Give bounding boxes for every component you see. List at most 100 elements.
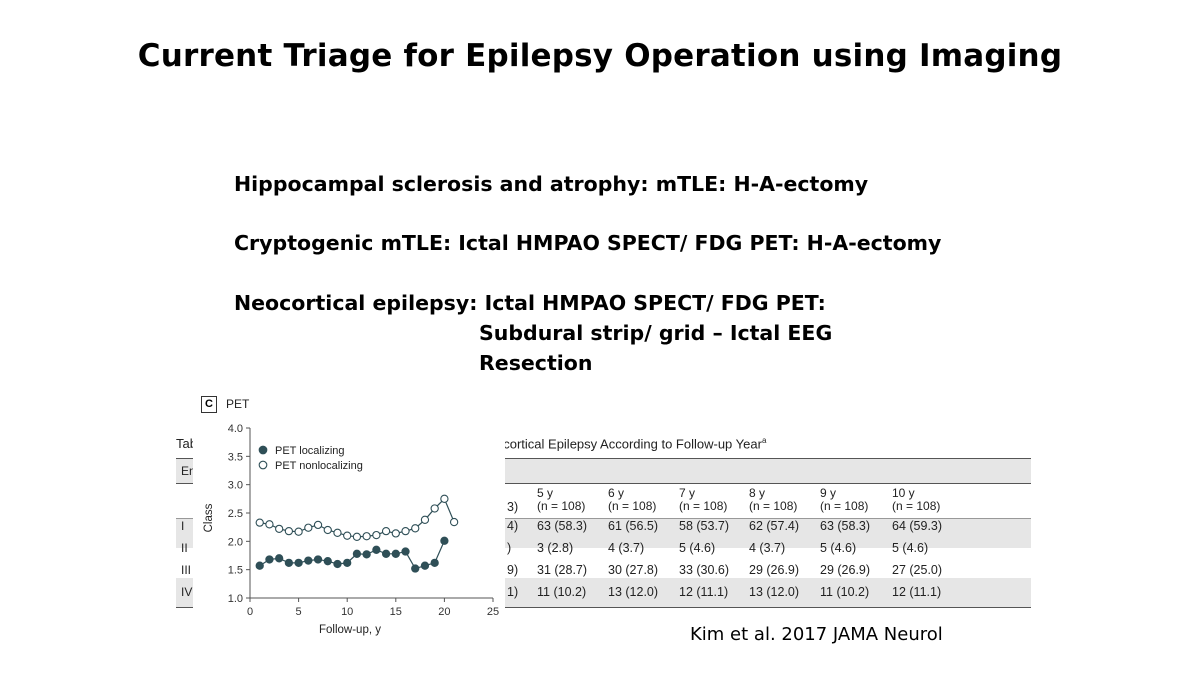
pet-nonlocalizing-point <box>430 504 439 513</box>
x-axis-label: Follow-up, y <box>319 624 381 636</box>
pet-localizing-point <box>333 559 342 569</box>
pet-localizing-point <box>265 555 274 564</box>
y-tick-label: 1.0 <box>228 593 243 605</box>
pet-nonlocalizing-point <box>440 494 449 503</box>
y-tick-label: 3.5 <box>228 451 243 463</box>
table-col-header-year: 7 y <box>679 486 696 500</box>
table-cell: 13 (12.0) <box>749 585 800 599</box>
table-col-header-year: 8 y <box>749 486 766 500</box>
table-cell: 4 (3.7) <box>608 541 645 555</box>
legend-marker-pet-localizing <box>258 445 268 455</box>
table-cell: 33 (30.6) <box>679 563 730 577</box>
y-axis-label: Class <box>203 503 215 532</box>
table-col-header-year: 9 y <box>820 486 837 500</box>
pet-localizing-point <box>352 549 362 558</box>
table-clipped-cell-fragment: ) <box>507 541 512 555</box>
pet-localizing-point <box>391 549 400 558</box>
table-col-header-n: (n = 108) <box>820 499 869 513</box>
pet-localizing-point <box>255 561 264 570</box>
pet-localizing-point <box>430 558 439 568</box>
pet-nonlocalizing-point <box>294 527 303 536</box>
y-tick-label: 1.5 <box>228 565 243 577</box>
pet-localizing-point <box>313 555 323 564</box>
table-cell: 29 (26.9) <box>820 563 871 577</box>
x-tick-label: 5 <box>296 606 302 618</box>
pet-nonlocalizing-point <box>362 532 371 541</box>
table-cell: 31 (28.7) <box>537 563 588 577</box>
y-tick-label: 2.5 <box>228 508 243 520</box>
y-tick-label: 4.0 <box>228 423 243 435</box>
pet-nonlocalizing-point <box>372 530 381 540</box>
table-top-rule <box>176 458 1031 459</box>
bullet-cryptogenic: Cryptogenic mTLE: Ictal HMPAO SPECT/ FDG… <box>234 231 942 255</box>
pet-nonlocalizing-point <box>420 515 430 524</box>
table-cell: 58 (53.7) <box>679 519 730 533</box>
table-header-rule <box>176 483 1031 484</box>
table-clipped-cell-fragment: 1) <box>507 585 519 599</box>
table-cell: 12 (11.1) <box>892 585 942 599</box>
table-caption-text: ocortical Epilepsy According to Follow-u… <box>496 436 762 452</box>
bullet-neocortical: Neocortical epilepsy: Ictal HMPAO SPECT/… <box>234 291 826 315</box>
table-cell: 63 (58.3) <box>820 519 871 533</box>
table-caption: ocortical Epilepsy According to Follow-u… <box>496 436 766 451</box>
y-tick-label: 3.0 <box>228 480 243 492</box>
table-col-header-n: (n = 108) <box>679 499 728 513</box>
pet-nonlocalizing-point <box>304 523 313 532</box>
slide-title: Current Triage for Epilepsy Operation us… <box>137 38 1063 74</box>
pet-nonlocalizing-point <box>255 518 264 527</box>
table-col-header-n: (n = 108) <box>537 499 586 513</box>
pet-nonlocalizing-point <box>381 526 391 536</box>
table-cell: 29 (26.9) <box>749 563 800 577</box>
pet-nonlocalizing-point <box>275 524 284 534</box>
pet-nonlocalizing-point <box>333 528 342 537</box>
table-cell: 12 (11.1) <box>679 585 729 599</box>
legend-label-pet-localizing: PET localizing <box>275 445 345 457</box>
table-cell: 11 (10.2) <box>537 585 587 599</box>
x-tick-label: 15 <box>390 606 402 618</box>
pet-nonlocalizing-point <box>411 524 420 533</box>
panel-badge: C <box>201 396 217 413</box>
table-col-header-n: (n = 108) <box>608 499 657 513</box>
table-cell: 3 (2.8) <box>537 541 574 555</box>
legend-marker-pet-nonlocalizing <box>258 460 268 470</box>
pet-nonlocalizing-point <box>391 529 400 538</box>
pet-localizing-point <box>323 557 332 566</box>
table-clipped-cell-fragment: 9) <box>507 563 519 577</box>
table-cell: 64 (59.3) <box>892 519 943 533</box>
pet-localizing-point <box>411 564 420 573</box>
table-clipped-cell-fragment: 4) <box>507 519 519 533</box>
pet-nonlocalizing-point <box>343 531 352 540</box>
table-row-label: I <box>181 519 185 533</box>
x-tick-label: 10 <box>341 606 353 618</box>
table-cell: 5 (4.6) <box>820 541 857 555</box>
table-cell: 63 (58.3) <box>537 519 588 533</box>
pet-localizing-point <box>372 545 381 554</box>
pet-localizing-point <box>420 561 430 570</box>
pet-localizing-point <box>275 554 284 563</box>
table-col-header-year: 5 y <box>537 486 554 500</box>
table-cell: 30 (27.8) <box>608 563 659 577</box>
pet-nonlocalizing-point <box>449 517 459 527</box>
legend-label-pet-nonlocalizing: PET nonlocalizing <box>275 460 363 472</box>
pet-nonlocalizing-point <box>313 520 323 530</box>
pet-nonlocalizing-point <box>352 532 362 541</box>
table-bottom-rule <box>176 607 1031 608</box>
table-cell: 5 (4.6) <box>892 541 929 555</box>
panel-label: PET <box>226 397 250 411</box>
table-clipped-cell-fragment: 3) <box>507 500 519 514</box>
citation: Kim et al. 2017 JAMA Neurol <box>690 624 943 645</box>
table-cell: 27 (25.0) <box>892 563 943 577</box>
table-title-fragment: Tab <box>176 436 197 451</box>
x-tick-label: 20 <box>438 606 450 618</box>
table-cell: 5 (4.6) <box>679 541 716 555</box>
pet-panel: C PET 1.0 1.5 2.0 2.5 3.0 3.5 4.0 0 5 10 15 20 25 Fol… <box>193 392 505 654</box>
pet-localizing-point <box>440 536 449 545</box>
pet-nonlocalizing-point <box>323 525 332 535</box>
table-col-header-n: (n = 108) <box>749 499 798 513</box>
pet-nonlocalizing-point <box>284 526 294 536</box>
table-caption-superscript: a <box>761 436 767 445</box>
pet-localizing-point <box>294 558 303 568</box>
table-col-header-n: (n = 108) <box>892 499 941 513</box>
bullet-resection: Resection <box>479 351 593 375</box>
table-row-label: IV <box>181 585 193 599</box>
